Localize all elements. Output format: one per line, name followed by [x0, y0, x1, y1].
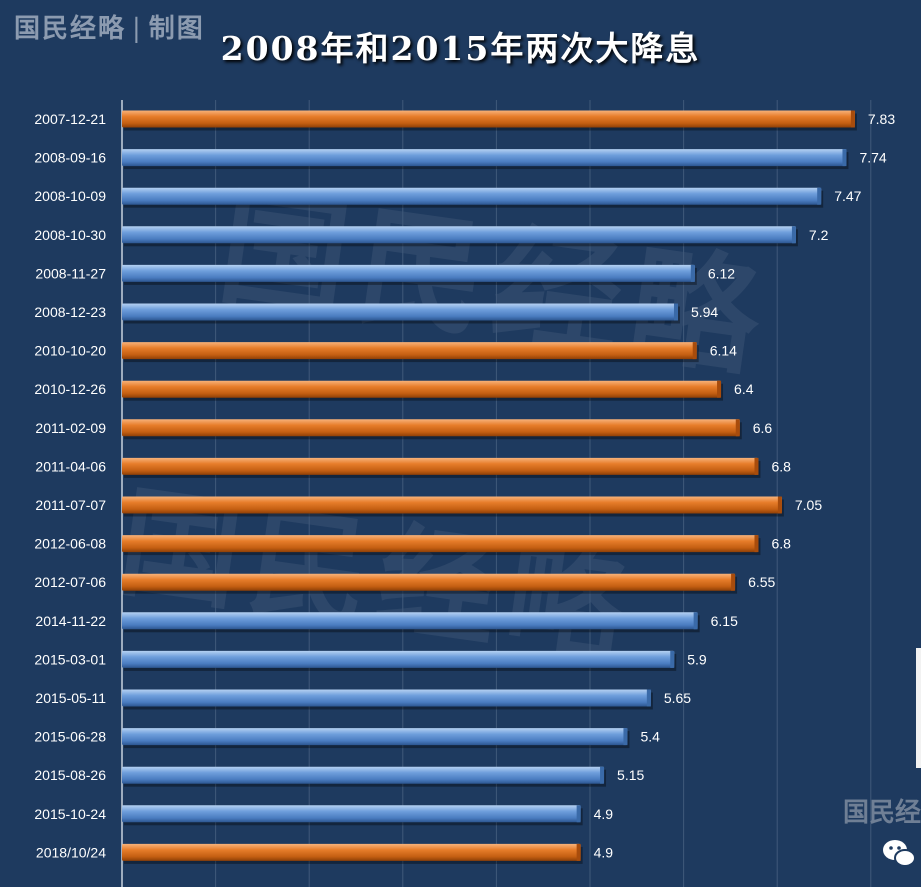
- category-label: 2015-06-28: [34, 729, 106, 745]
- category-label: 2008-11-27: [35, 265, 106, 281]
- bar: [122, 496, 782, 514]
- bar: [122, 573, 736, 591]
- bar-end-cap: [754, 457, 759, 475]
- bar: [122, 728, 628, 746]
- bar: [122, 805, 581, 823]
- bar: [122, 535, 759, 553]
- bar: [122, 419, 740, 437]
- bar: [122, 226, 796, 244]
- bar-end-cap: [731, 573, 736, 591]
- category-label: 2018/10/24: [36, 844, 106, 860]
- bar-end-cap: [646, 689, 651, 707]
- bar: [122, 110, 855, 128]
- bar-end-cap: [817, 187, 822, 205]
- bar-end-cap: [600, 766, 605, 784]
- bar: [122, 380, 722, 398]
- category-label: 2008-10-30: [34, 227, 106, 243]
- bar: [122, 303, 678, 321]
- bar: [122, 650, 675, 668]
- value-label: 5.65: [664, 690, 691, 706]
- bar-end-cap: [576, 805, 581, 823]
- value-label: 7.2: [809, 227, 829, 243]
- category-label: 2011-07-07: [35, 497, 106, 513]
- value-label: 6.14: [710, 343, 737, 359]
- bar-end-cap: [850, 110, 855, 128]
- category-label: 2015-03-01: [34, 651, 106, 667]
- bar-end-cap: [690, 264, 695, 282]
- category-label: 2008-10-09: [34, 188, 106, 204]
- bar: [122, 187, 822, 205]
- bars-layer: [122, 110, 857, 864]
- bar: [122, 612, 698, 630]
- value-label: 5.94: [691, 304, 718, 320]
- value-label: 5.15: [617, 767, 644, 783]
- category-label: 2014-11-22: [35, 613, 106, 629]
- category-label: 2008-12-23: [34, 304, 106, 320]
- value-label: 5.4: [640, 729, 660, 745]
- corner-brand-watermark: 国民经: [842, 798, 921, 828]
- bar-end-cap: [842, 149, 847, 167]
- bar-end-cap: [754, 535, 759, 553]
- bar: [122, 457, 759, 475]
- category-label: 2015-05-11: [35, 690, 106, 706]
- value-label: 7.74: [859, 150, 886, 166]
- category-label: 2011-02-09: [35, 420, 106, 436]
- value-label: 6.8: [771, 458, 791, 474]
- bar-end-cap: [777, 496, 782, 514]
- brand-suffix: 制图: [148, 14, 205, 44]
- value-label: 4.9: [594, 806, 614, 822]
- bar-end-cap: [673, 303, 678, 321]
- value-label: 4.9: [594, 844, 614, 860]
- value-label: 6.8: [771, 536, 791, 552]
- bar-end-cap: [717, 380, 722, 398]
- category-label: 2012-06-08: [34, 536, 106, 552]
- brand-name: 国民经略: [14, 14, 127, 44]
- value-label: 7.47: [834, 188, 861, 204]
- chart-title: 2008年和2015年两次大降息: [220, 29, 701, 68]
- bar-end-cap: [735, 419, 740, 437]
- brand-separator: |: [132, 14, 143, 44]
- brand-header: 国民经略 | 制图: [14, 8, 205, 45]
- bar-end-cap: [623, 728, 628, 746]
- category-label: 2008-09-16: [34, 150, 106, 166]
- edge-marker: [916, 648, 921, 768]
- bar-end-cap: [670, 650, 675, 668]
- bar: [122, 766, 605, 784]
- bar-end-cap: [576, 843, 581, 861]
- category-label: 2011-04-06: [35, 458, 106, 474]
- category-label: 2012-07-06: [34, 574, 106, 590]
- bar: [122, 264, 695, 282]
- bar-end-cap: [693, 612, 698, 630]
- wechat-icon: [883, 840, 916, 867]
- labels-layer: 2007-12-21 7.83 2008-09-16 7.74 2008-10-09 7.…: [34, 111, 895, 860]
- category-label: 2010-12-26: [34, 381, 106, 397]
- value-label: 6.55: [748, 574, 775, 590]
- category-label: 2007-12-21: [34, 111, 106, 127]
- value-label: 6.6: [753, 420, 773, 436]
- value-label: 7.83: [868, 111, 895, 127]
- value-label: 6.15: [711, 613, 738, 629]
- bar-end-cap: [692, 342, 697, 360]
- category-label: 2010-10-20: [34, 343, 106, 359]
- value-label: 5.9: [687, 651, 707, 667]
- value-label: 6.12: [708, 265, 735, 281]
- value-label: 7.05: [795, 497, 822, 513]
- bar: [122, 342, 697, 360]
- value-label: 6.4: [734, 381, 754, 397]
- category-label: 2015-10-24: [34, 806, 106, 822]
- bar-end-cap: [791, 226, 796, 244]
- bar: [122, 843, 581, 861]
- bar: [122, 689, 651, 707]
- category-label: 2015-08-26: [34, 767, 106, 783]
- bar: [122, 149, 847, 167]
